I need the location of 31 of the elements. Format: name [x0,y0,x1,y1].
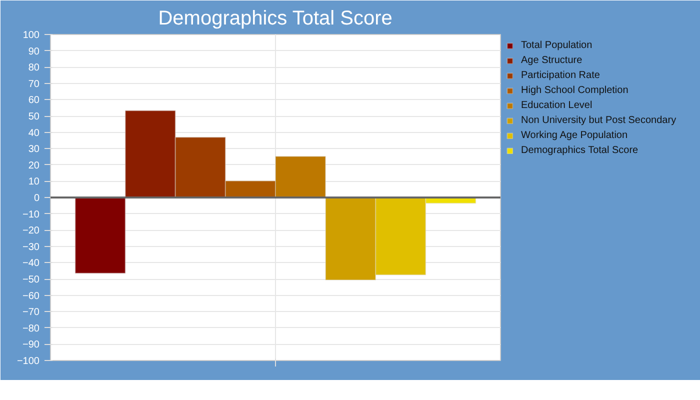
y-tick-label: −100 [16,356,40,367]
legend-label: Working Age Population [521,130,628,141]
y-tick-label: −60 [22,290,40,302]
legend-label: Age Structure [521,55,582,66]
legend-label: Education Level [521,100,592,111]
y-tick-label: 40 [28,128,40,139]
y-tick-label: −70 [22,307,40,318]
chart-title: Demographics Total Score [158,8,392,30]
y-tick-label: −20 [22,226,40,237]
legend-label: Participation Rate [521,70,600,81]
legend-label: Demographics Total Score [521,145,638,156]
y-tick-label: 70 [28,78,40,90]
y-tick-label: 100 [22,30,40,41]
bar [74,197,126,274]
y-tick-label: −80 [22,323,40,334]
y-tick-label: −90 [22,340,40,351]
y-tick-label: 90 [28,46,40,58]
y-tick-label: −40 [22,258,40,270]
y-tick-label: 0 [34,193,40,204]
y-tick-label: 30 [28,144,40,156]
y-tick-label: −30 [22,242,40,253]
y-tick-label: 60 [28,95,40,106]
legend-label: High School Completion [521,85,628,96]
y-tick-label: −50 [22,274,40,286]
legend-label: Total Population [521,40,592,51]
y-tick-label: 50 [28,112,40,122]
y-tick-label: −10 [22,209,40,220]
y-tick-label: 80 [28,62,40,74]
y-tick-label: 20 [28,160,40,172]
legend-label: Non University but Post Secondary [521,115,676,126]
y-tick-label: 10 [28,176,40,188]
